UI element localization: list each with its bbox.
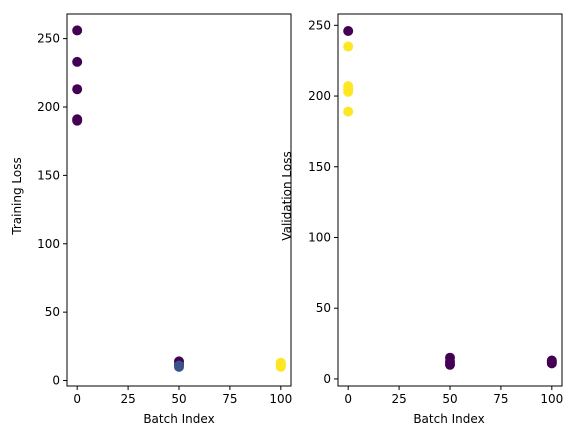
validation-point — [343, 41, 354, 52]
training-point — [275, 361, 286, 372]
validation-xtick-label: 75 — [493, 392, 508, 406]
training-xlabel: Batch Index — [143, 412, 214, 426]
validation-loss-panel: Batch Index Validation Loss 0 25 50 75 100 0 5… — [280, 13, 563, 426]
training-xtick-label: 0 — [73, 392, 81, 406]
validation-xtick-label: 0 — [344, 392, 352, 406]
training-ytick-label: 0 — [52, 374, 60, 388]
training-point — [72, 84, 83, 95]
validation-point — [343, 106, 354, 117]
validation-xtick-label: 100 — [540, 392, 563, 406]
validation-point — [445, 359, 455, 370]
training-ytick-label: 100 — [37, 237, 60, 251]
training-ytick-label: 200 — [37, 100, 60, 114]
validation-xlabel: Batch Index — [413, 412, 484, 426]
training-ylabel: Training Loss — [10, 157, 24, 235]
training-loss-panel: Batch Index Training Loss 0 25 50 75 100 0 50 1… — [10, 13, 292, 426]
training-point — [72, 115, 83, 126]
training-point — [72, 56, 83, 67]
validation-ytick-label: 100 — [308, 230, 331, 244]
validation-ytick-label: 50 — [316, 301, 331, 315]
validation-ytick-label: 250 — [308, 18, 331, 32]
training-point — [174, 361, 184, 372]
training-point — [72, 25, 83, 36]
validation-points — [343, 25, 557, 370]
validation-point — [546, 358, 557, 369]
training-xtick-label: 100 — [269, 392, 292, 406]
training-ytick-label: 250 — [37, 32, 60, 46]
training-ytick-label: 50 — [45, 305, 60, 319]
validation-xtick-label: 25 — [391, 392, 406, 406]
training-points — [72, 25, 286, 372]
training-ytick-label: 150 — [37, 168, 60, 182]
validation-ytick-label: 150 — [308, 160, 331, 174]
training-xtick-label: 75 — [222, 392, 237, 406]
training-xtick-label: 25 — [120, 392, 135, 406]
validation-point — [343, 25, 354, 36]
training-xtick-label: 50 — [171, 392, 186, 406]
validation-ytick-label: 200 — [308, 89, 331, 103]
validation-ylabel: Validation Loss — [280, 151, 294, 240]
validation-xtick-label: 50 — [442, 392, 457, 406]
validation-ytick-label: 0 — [323, 372, 331, 386]
validation-point — [343, 86, 354, 97]
